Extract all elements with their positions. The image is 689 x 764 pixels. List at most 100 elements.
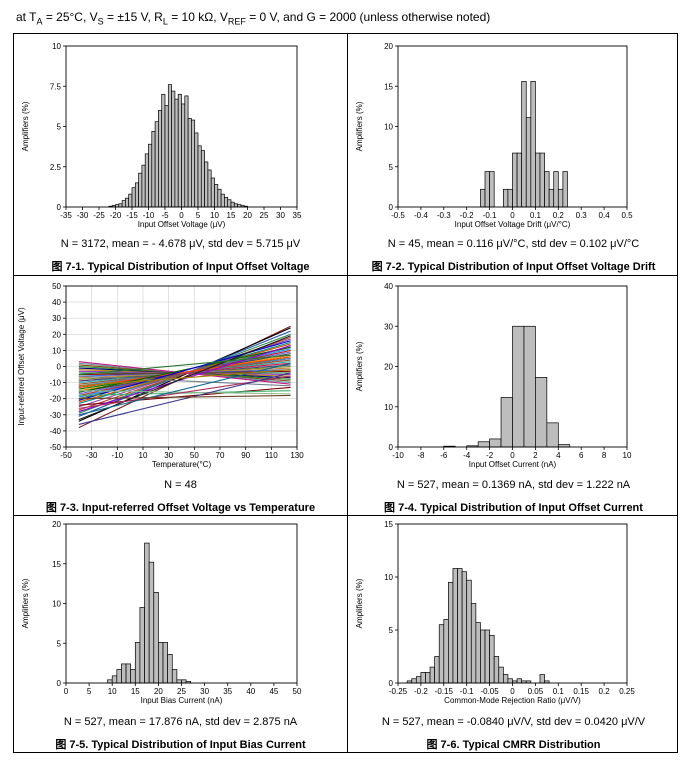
histogram-bar bbox=[158, 110, 163, 208]
x-tick-label: -15 bbox=[126, 211, 138, 220]
histogram-bar bbox=[489, 171, 495, 208]
y-tick-label: 20 bbox=[52, 330, 61, 339]
histogram-bar bbox=[107, 679, 113, 684]
histogram-bar bbox=[544, 171, 550, 208]
figure-grid: 0 2.5 5 7.5 10 -35 -30 -25 -20 -15 -10 -5 0 5 10 15 20 25… bbox=[13, 33, 678, 753]
grid-divider-row1 bbox=[14, 275, 677, 276]
x-tick-label: 10 bbox=[139, 451, 148, 460]
histogram-bar bbox=[557, 188, 564, 208]
chart-offset-vs-temp: -50 -40 -30 -20 -10 0 10 20 30 40 50 -50 -30 -10 10 30 5… bbox=[17, 282, 304, 469]
x-tick-label: 15 bbox=[131, 687, 140, 696]
y-tick-label: 5 bbox=[57, 123, 62, 132]
histogram-bar bbox=[411, 678, 417, 684]
histogram-bar bbox=[470, 603, 477, 684]
histogram-bar bbox=[548, 188, 555, 208]
histogram-bar bbox=[207, 169, 212, 208]
y-axis-label: Amplifiers (%) bbox=[21, 101, 30, 151]
stats-bias-current: N = 527, mean = 17.876 nA, std dev = 2.8… bbox=[63, 716, 298, 728]
y-tick-label: 5 bbox=[389, 626, 394, 635]
x-tick-label: -8 bbox=[417, 451, 425, 460]
histogram-bar bbox=[502, 188, 509, 208]
y-tick-label: 0 bbox=[57, 679, 62, 688]
x-tick-label: -5 bbox=[161, 211, 169, 220]
histogram-bar bbox=[230, 201, 235, 208]
plot-frame bbox=[397, 285, 628, 448]
histogram-bar bbox=[438, 624, 445, 684]
histogram-bar bbox=[141, 164, 146, 208]
x-tick-label: 20 bbox=[154, 687, 163, 696]
plot-frame bbox=[65, 45, 298, 208]
x-tick-label: -30 bbox=[86, 451, 98, 460]
x-tick-label: 5 bbox=[196, 211, 201, 220]
x-tick-label: 0.4 bbox=[599, 211, 611, 220]
y-tick-label: -20 bbox=[49, 395, 61, 404]
x-axis-label: Input Offset Voltage (μV) bbox=[138, 220, 226, 229]
x-tick-label: -0.5 bbox=[391, 211, 405, 220]
x-tick-label: 0.3 bbox=[576, 211, 588, 220]
series-line bbox=[78, 369, 291, 387]
x-tick-label: 70 bbox=[216, 451, 225, 460]
caption-offset-current: 图 7-4. Typical Distribution of Input Off… bbox=[384, 502, 643, 514]
grid-divider-row2 bbox=[14, 515, 677, 516]
chart-offset-current: 0 10 20 30 40 -10 -8 -6 -4 -2 0 2 4 6 8 10 Input Offset … bbox=[355, 282, 632, 469]
y-tick-label: 40 bbox=[52, 298, 61, 307]
histogram-bar bbox=[161, 93, 166, 208]
histogram-bar bbox=[164, 105, 169, 208]
x-tick-label: 0 bbox=[64, 687, 69, 696]
histogram-bar bbox=[507, 678, 513, 684]
x-tick-label: 5 bbox=[87, 687, 92, 696]
y-tick-label: 40 bbox=[384, 282, 393, 291]
histogram-bar bbox=[148, 561, 155, 684]
x-tick-label: 2 bbox=[533, 451, 538, 460]
histogram-bar bbox=[434, 656, 440, 684]
histogram-bar bbox=[181, 679, 187, 684]
caption-offset-voltage: 图 7-1. Typical Distribution of Input Off… bbox=[51, 261, 310, 273]
x-tick-label: 0.2 bbox=[553, 211, 565, 220]
histogram-bar bbox=[139, 607, 145, 684]
histogram-bar bbox=[516, 678, 523, 684]
histogram-bar bbox=[530, 81, 536, 208]
conditions-line: at TA = 25°C, VS = ±15 V, RL = 10 kΩ, VR… bbox=[16, 10, 491, 27]
histogram-bar bbox=[148, 143, 153, 208]
y-axis-label: Input-referred Offset Voltage (μV) bbox=[17, 307, 26, 426]
y-tick-label: 15 bbox=[384, 520, 393, 529]
x-tick-label: 0 bbox=[510, 451, 515, 460]
histogram-bar bbox=[184, 95, 189, 208]
y-axis-label: Amplifiers (%) bbox=[355, 341, 364, 391]
histogram-bar bbox=[200, 150, 205, 208]
histogram-bar bbox=[138, 172, 143, 208]
histogram-bar bbox=[507, 188, 513, 208]
histogram-bar bbox=[187, 118, 192, 208]
x-tick-label: -0.2 bbox=[414, 687, 428, 696]
chart-cmrr: 0 5 10 15 -0.25 -0.2 -0.15 -0.1 -0.05 0 0.05 0.1 0.1… bbox=[355, 520, 635, 705]
x-tick-label: 4 bbox=[556, 451, 561, 460]
stats-cmrr: N = 527, mean = -0.0840 μV/V, std dev = … bbox=[381, 716, 646, 728]
histogram-bar bbox=[546, 422, 559, 448]
x-axis-label: Common-Mode Rejection Ratio (μV/V) bbox=[444, 696, 581, 705]
histogram-bar bbox=[194, 132, 199, 208]
y-tick-label: 15 bbox=[384, 82, 393, 91]
y-tick-label: 5 bbox=[389, 163, 394, 172]
y-tick-label: 7.5 bbox=[50, 82, 62, 91]
x-tick-label: 45 bbox=[269, 687, 278, 696]
histogram-bar bbox=[134, 642, 141, 684]
y-tick-label: 30 bbox=[384, 322, 393, 331]
x-tick-label: 0.1 bbox=[530, 211, 542, 220]
histogram-bar bbox=[484, 629, 490, 684]
x-tick-label: 30 bbox=[200, 687, 209, 696]
histogram-bar bbox=[512, 152, 518, 208]
panel-cmrr: 0 5 10 15 -0.25 -0.2 -0.15 -0.1 -0.05 0 0.05 0.1 0.1… bbox=[348, 516, 679, 754]
histogram-bar bbox=[210, 177, 215, 208]
caption-offset-drift: 图 7-2. Typical Distribution of Input Off… bbox=[371, 261, 656, 273]
histogram-bar bbox=[498, 666, 504, 684]
panel-offset-drift: 0 5 10 15 20 -0.5 -0.4 -0.3 -0.2 -0.1 0 0.1 0.2 0.3 0.… bbox=[348, 34, 679, 275]
histogram-bar bbox=[125, 663, 132, 684]
x-tick-label: -0.15 bbox=[435, 687, 454, 696]
y-tick-label: 0 bbox=[389, 203, 394, 212]
y-tick-label: 10 bbox=[52, 42, 61, 51]
y-tick-label: 10 bbox=[384, 403, 393, 412]
y-tick-label: -30 bbox=[49, 411, 61, 420]
histogram-bar bbox=[204, 161, 209, 208]
histogram-bar bbox=[461, 571, 468, 684]
y-axis-label: Amplifiers (%) bbox=[355, 578, 364, 628]
